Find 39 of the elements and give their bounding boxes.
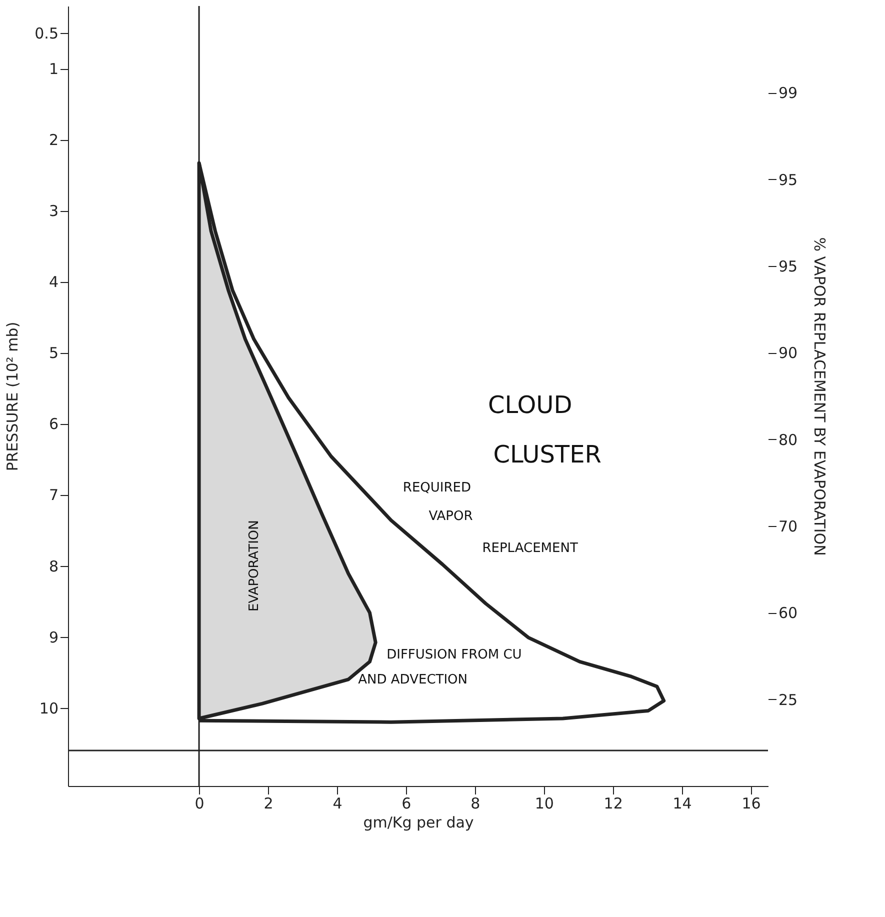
category-label: 95 <box>778 170 798 189</box>
y-tick-label: 10 <box>39 699 58 718</box>
y-tick-label: 2 <box>48 131 58 150</box>
annotation: EVAPORATION <box>247 520 262 612</box>
category-label: 99 <box>778 84 798 102</box>
x-tick-label: 12 <box>604 794 623 812</box>
annotation: REPLACEMENT <box>482 541 578 556</box>
annotation: REQUIRED <box>402 480 472 496</box>
x-axis-title: gm/Kg per day <box>363 814 474 832</box>
y-tick-label: 5 <box>48 344 58 362</box>
x-tick-label: 2 <box>264 794 274 812</box>
category-label: 95 <box>778 258 798 276</box>
x-tick-label: 4 <box>332 794 342 812</box>
category-label: 60 <box>778 604 798 622</box>
y-tick-label: 1 <box>48 60 58 78</box>
x-tick-label: 8 <box>470 794 480 812</box>
x-tick-label: 6 <box>402 794 412 812</box>
annotation: CLOUD <box>488 390 572 419</box>
y-tick-label: 6 <box>48 415 58 434</box>
y-axis-title: PRESSURE (10² mb) <box>4 322 22 472</box>
category-label: 90 <box>778 344 798 362</box>
annotation: CLUSTER <box>493 440 602 469</box>
category-label: 80 <box>778 430 798 449</box>
annotation: DIFFUSION FROM CU <box>386 648 522 663</box>
category-label: 70 <box>778 518 798 536</box>
x-tick-label: 10 <box>534 794 554 812</box>
annotation: AND ADVECTION <box>358 672 468 688</box>
y-tick-label: 7 <box>48 486 58 504</box>
x-tick-label: 14 <box>672 794 692 812</box>
category-label: 25 <box>778 690 798 709</box>
annotation: VAPOR <box>428 509 473 524</box>
y2-axis-title: % VAPOR REPLACEMENT BY EVAPORATION <box>810 237 829 556</box>
x-tick-label: 16 <box>742 794 761 812</box>
y-tick-label: 0.5 <box>34 24 58 42</box>
x-tick-label: 0 <box>194 794 204 812</box>
y-tick-label: 4 <box>48 273 58 292</box>
y-tick-label: 8 <box>48 557 58 576</box>
y-tick-label: 3 <box>48 202 58 220</box>
y-tick-label: 9 <box>48 628 58 646</box>
